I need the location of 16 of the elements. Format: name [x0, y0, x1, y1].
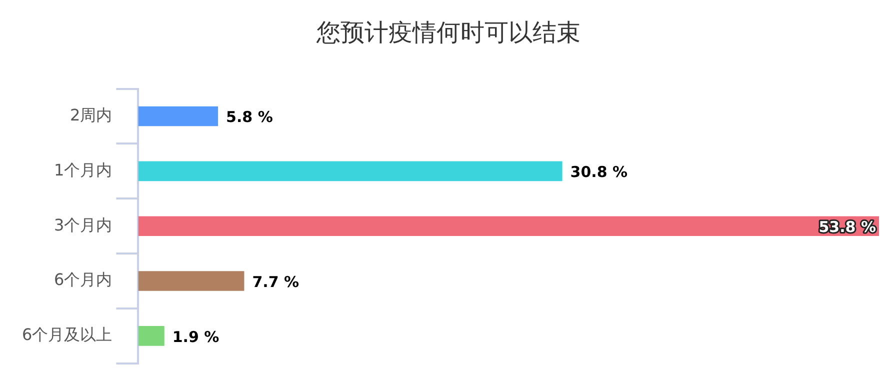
data-label: 5.8 % — [226, 108, 273, 126]
data-label: 1.9 % — [172, 328, 220, 346]
data-label: 30.8 % — [570, 163, 628, 182]
y-tick-label: 3个月内 — [54, 215, 112, 234]
bar — [138, 161, 562, 182]
y-tick-label: 1个月内 — [54, 160, 112, 180]
y-tick-label: 6个月及以上 — [22, 325, 112, 344]
bar — [138, 106, 218, 126]
data-label: 53.8 % — [818, 218, 876, 236]
y-tick-label: 2周内 — [70, 105, 112, 124]
y-tick-label: 6个月内 — [54, 270, 112, 290]
bar — [138, 326, 164, 346]
data-label: 7.7 % — [252, 272, 300, 291]
bar — [138, 271, 244, 291]
bar — [138, 216, 879, 236]
chart-title: 您预计疫情何时可以结束 — [316, 18, 580, 47]
